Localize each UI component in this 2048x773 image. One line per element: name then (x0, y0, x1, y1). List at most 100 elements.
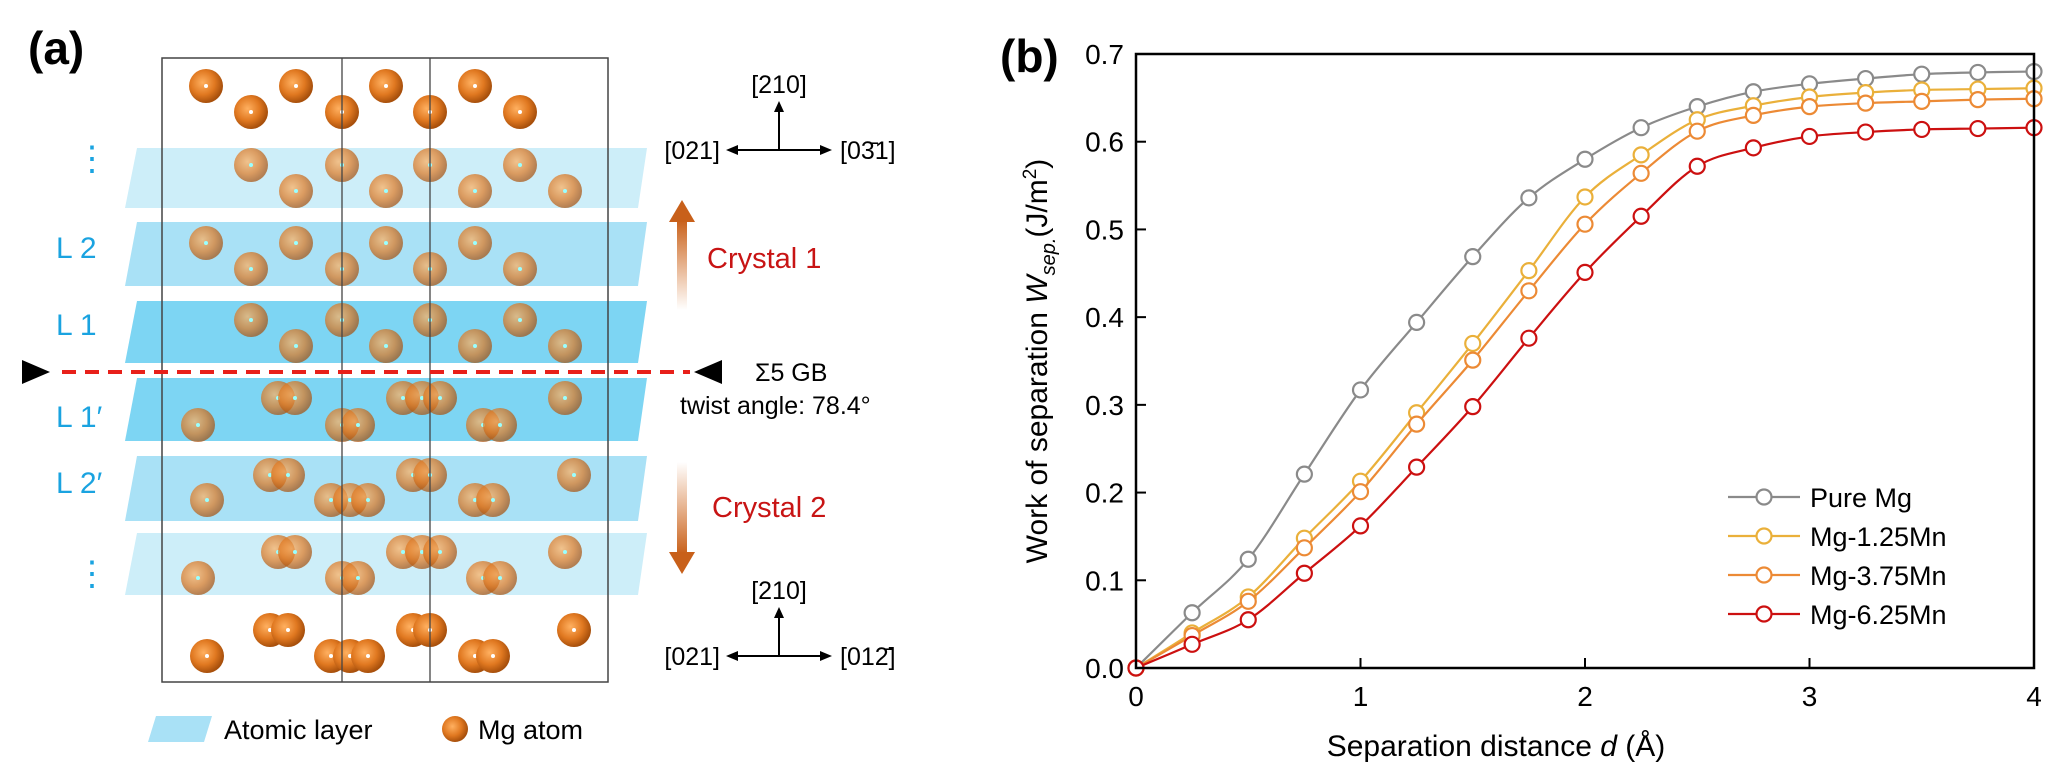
atom-highlight (293, 550, 297, 554)
data-point (1295, 465, 1313, 483)
legend-atomic-layer: Atomic layer (224, 715, 373, 745)
y-tick-label: 0.0 (1085, 653, 1124, 684)
atom-highlight (572, 628, 576, 632)
atom-highlight (294, 189, 298, 193)
panel-a-label: (a) (28, 22, 84, 74)
atom-highlight (518, 318, 522, 322)
legend-mg-atom: Mg atom (478, 715, 583, 745)
x-axis-ticks: 0 1 2 3 4 (1128, 658, 2042, 712)
atom-highlight (366, 498, 370, 502)
x-axis-label: Separation distance d (Å) (1327, 730, 1666, 763)
atom-highlight (563, 344, 567, 348)
data-point (1576, 263, 1594, 282)
atom-highlight (473, 498, 477, 502)
data-point (1183, 604, 1201, 622)
axis-up-label: [210] (751, 577, 807, 605)
y-axis-label: Work of separation Wsep.(J/m2) (1020, 159, 1060, 564)
atom-highlight (286, 473, 290, 477)
y-tick-label: 0.2 (1085, 478, 1124, 509)
data-point (1464, 398, 1482, 416)
data-point (1520, 189, 1538, 207)
legend-marker-icon (1755, 566, 1773, 584)
legend-label: Pure Mg (1810, 483, 1912, 513)
atom-highlight (438, 396, 442, 400)
atom-highlight (286, 628, 290, 632)
atom-highlight (196, 423, 200, 427)
atom-highlight (356, 423, 360, 427)
atom-highlight (563, 550, 567, 554)
data-point (1351, 483, 1370, 501)
atom-highlight (196, 576, 200, 580)
y-tick-label: 0.6 (1085, 127, 1124, 158)
atom-highlight (401, 396, 405, 400)
crystal-2-arrow-icon (669, 462, 695, 574)
atom-highlight (473, 84, 477, 88)
data-point (1239, 550, 1257, 568)
atom-highlight (205, 654, 209, 658)
data-point (1688, 122, 1706, 140)
atom-highlight (473, 241, 477, 245)
atom-highlight (204, 241, 208, 245)
data-point (1744, 139, 1762, 157)
axis-left-label: [021] (664, 137, 720, 165)
atom-highlight (563, 396, 567, 400)
atom-highlight (348, 654, 352, 658)
atom-highlight (268, 628, 272, 632)
atom-highlight (204, 84, 208, 88)
data-point (1632, 164, 1650, 182)
atom-highlight (473, 654, 477, 658)
gb-marker-left-icon (22, 360, 50, 384)
layer-label: ⋮ (75, 555, 109, 593)
legend-item: Mg-1.25Mn (1728, 522, 1947, 552)
atom-highlight (356, 576, 360, 580)
data-point (1969, 63, 1987, 82)
data-point (1744, 106, 1762, 125)
y-tick-label: 0.7 (1085, 39, 1124, 70)
panel-a: (a) ⋮ L 2 L 1 L 1′ L 2′ ⋮ Σ5 GB twist angle: … (22, 22, 896, 745)
atom-highlight (348, 498, 352, 502)
atom-highlight (294, 241, 298, 245)
legend-marker-icon (1755, 605, 1773, 623)
atom-highlight (420, 550, 424, 554)
data-point (1969, 91, 1987, 109)
data-point (1351, 381, 1370, 399)
data-point (1913, 120, 1931, 139)
y-tick-label: 0.5 (1085, 214, 1124, 245)
data-point (1520, 262, 1538, 280)
axis-up-label: [210] (751, 71, 807, 99)
data-point (1913, 92, 1931, 110)
atom-highlight (329, 498, 333, 502)
legend-label: Mg-1.25Mn (1810, 522, 1947, 552)
plot-frame (1134, 52, 2036, 670)
panel-b: (b) 0.0 0.1 0.2 0.3 0.4 0.5 0.6 0.7 0 1 2 3 4 Separ… (1000, 30, 2043, 763)
atom-highlight (572, 473, 576, 477)
atom-highlight (473, 189, 477, 193)
orientation-axes-bottom: [210] [021] [012̄] (664, 577, 895, 671)
layer-label: L 2 (56, 232, 97, 265)
atom-highlight (249, 267, 253, 271)
atom-highlight (473, 344, 477, 348)
gb-label: Σ5 GB (755, 359, 827, 387)
crystal-1-label: Crystal 1 (707, 243, 821, 275)
data-point (1239, 592, 1257, 610)
atom-highlight (384, 344, 388, 348)
data-point (1576, 188, 1594, 206)
atomic-layer-swatch-icon (148, 716, 212, 742)
atom-highlight (205, 498, 209, 502)
atom-highlight (438, 550, 442, 554)
y-axis-ticks: 0.0 0.1 0.2 0.3 0.4 0.5 0.6 0.7 (1085, 39, 1146, 684)
data-point (1632, 207, 1650, 225)
data-point (1464, 248, 1482, 266)
layer-label: L 1 (56, 309, 97, 342)
atom-highlight (329, 654, 333, 658)
orientation-axes-top: [210] [021] [03̄1] (664, 71, 895, 165)
mg-atom-swatch-icon (442, 716, 468, 742)
axis-left-label: [021] (664, 643, 720, 671)
y-tick-label: 0.1 (1085, 565, 1124, 596)
gb-marker-right-icon (694, 360, 722, 384)
chart-legend: Pure Mg Mg-1.25Mn Mg-3.75Mn Mg-6.25Mn (1728, 483, 1947, 630)
atom-highlight (268, 473, 272, 477)
atom-highlight (491, 498, 495, 502)
atom-highlight (518, 110, 522, 114)
